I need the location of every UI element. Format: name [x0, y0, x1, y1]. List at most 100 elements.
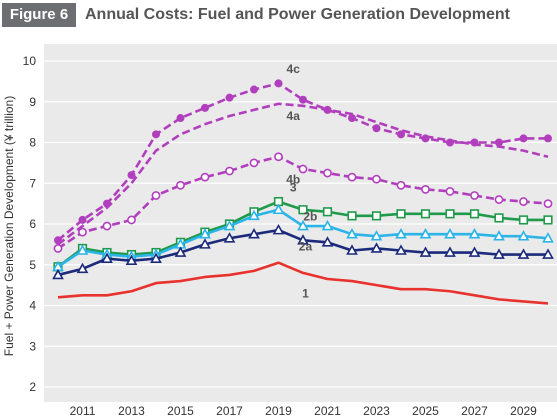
x-tick-label: 2017 — [216, 404, 243, 418]
data-point — [420, 209, 431, 219]
data-point — [248, 228, 260, 239]
data-point — [274, 152, 283, 162]
data-point — [176, 180, 185, 190]
x-tick-label: 2013 — [118, 404, 145, 418]
data-point — [297, 219, 309, 231]
series-2a — [52, 223, 554, 280]
data-point — [445, 209, 455, 219]
y-tick-label: 2 — [29, 380, 36, 394]
data-point — [494, 213, 504, 223]
series-label: 3 — [290, 180, 297, 194]
data-point — [298, 205, 308, 215]
data-point — [125, 254, 138, 265]
data-point — [272, 223, 285, 235]
data-point — [102, 221, 112, 231]
series-label: 4c — [287, 62, 301, 76]
data-point — [396, 209, 406, 219]
y-axis-ticks: 2 3 4 5 6 7 8 9 10 — [23, 54, 37, 394]
data-point — [52, 268, 64, 280]
series-label: 2b — [303, 210, 317, 224]
data-point — [370, 242, 383, 253]
y-tick-label: 5 — [29, 258, 36, 272]
x-tick-label: 2015 — [167, 404, 194, 418]
y-tick-label: 7 — [29, 176, 36, 190]
x-tick-label: 2011 — [70, 404, 96, 418]
series-4b — [53, 152, 553, 253]
data-point — [346, 228, 358, 239]
data-point — [223, 232, 236, 243]
data-point — [78, 215, 87, 224]
series-4c — [54, 79, 552, 245]
data-point — [151, 191, 161, 200]
data-point — [395, 244, 407, 255]
data-point — [199, 228, 211, 239]
data-point — [299, 95, 307, 104]
data-point — [395, 228, 407, 239]
data-point — [249, 158, 259, 168]
data-point — [444, 246, 456, 257]
data-point — [297, 234, 309, 245]
data-point — [519, 197, 528, 206]
data-point — [174, 246, 187, 257]
data-point — [78, 227, 87, 237]
data-point — [225, 166, 234, 176]
data-point — [272, 203, 285, 215]
data-point — [517, 248, 530, 259]
y-tick-label: 4 — [29, 299, 36, 313]
data-point — [468, 228, 481, 239]
data-point — [76, 244, 89, 255]
data-point — [470, 191, 479, 200]
x-tick-label: 2025 — [412, 404, 439, 418]
x-tick-label: 2023 — [363, 404, 390, 418]
data-point — [127, 171, 136, 180]
data-point — [321, 236, 334, 247]
data-point — [371, 211, 382, 221]
data-point — [321, 219, 334, 231]
data-point — [419, 228, 432, 239]
data-point — [346, 244, 358, 255]
data-point — [199, 238, 211, 249]
data-point — [518, 215, 529, 225]
data-point — [397, 130, 405, 139]
data-point — [493, 230, 505, 241]
data-point — [348, 114, 356, 123]
series-label: 2a — [299, 239, 313, 253]
x-axis-ticks: 2011 2013 2015 2017 2019 2021 2023 2025 2027 2029 — [70, 404, 538, 418]
data-point — [53, 244, 63, 253]
y-axis-label: Fuel + Power Generation Development (¥ t… — [2, 96, 16, 356]
data-point — [152, 130, 160, 139]
figure-badge: Figure 6 — [2, 3, 76, 27]
data-point — [176, 114, 185, 123]
data-point — [101, 252, 113, 263]
data-point — [421, 184, 430, 194]
data-point — [150, 252, 162, 263]
data-point — [543, 199, 553, 209]
data-point — [543, 215, 553, 225]
data-point — [248, 209, 260, 221]
data-point — [370, 230, 383, 241]
x-tick-label: 2027 — [461, 404, 488, 418]
data-point — [372, 124, 381, 133]
data-point — [372, 174, 381, 184]
data-point — [250, 85, 258, 94]
series-line — [57, 82, 548, 242]
x-tick-label: 2021 — [314, 404, 341, 418]
data-point — [225, 93, 234, 102]
data-point — [76, 262, 89, 274]
data-point — [469, 209, 480, 219]
data-point — [201, 103, 209, 112]
data-point — [274, 79, 283, 88]
chart-title: Annual Costs: Fuel and Power Generation … — [85, 6, 510, 23]
y-tick-label: 9 — [29, 95, 36, 109]
y-tick-label: 8 — [29, 136, 36, 150]
data-point — [542, 248, 554, 259]
series-line — [57, 102, 549, 246]
series-label: 4a — [287, 109, 301, 123]
y-tick-label: 3 — [29, 339, 36, 353]
data-point — [468, 246, 481, 257]
data-point — [544, 134, 552, 143]
series-label: 1 — [302, 286, 309, 300]
x-tick-label: 2019 — [265, 404, 292, 418]
data-point — [396, 180, 406, 190]
series-label: 4b — [286, 172, 300, 186]
